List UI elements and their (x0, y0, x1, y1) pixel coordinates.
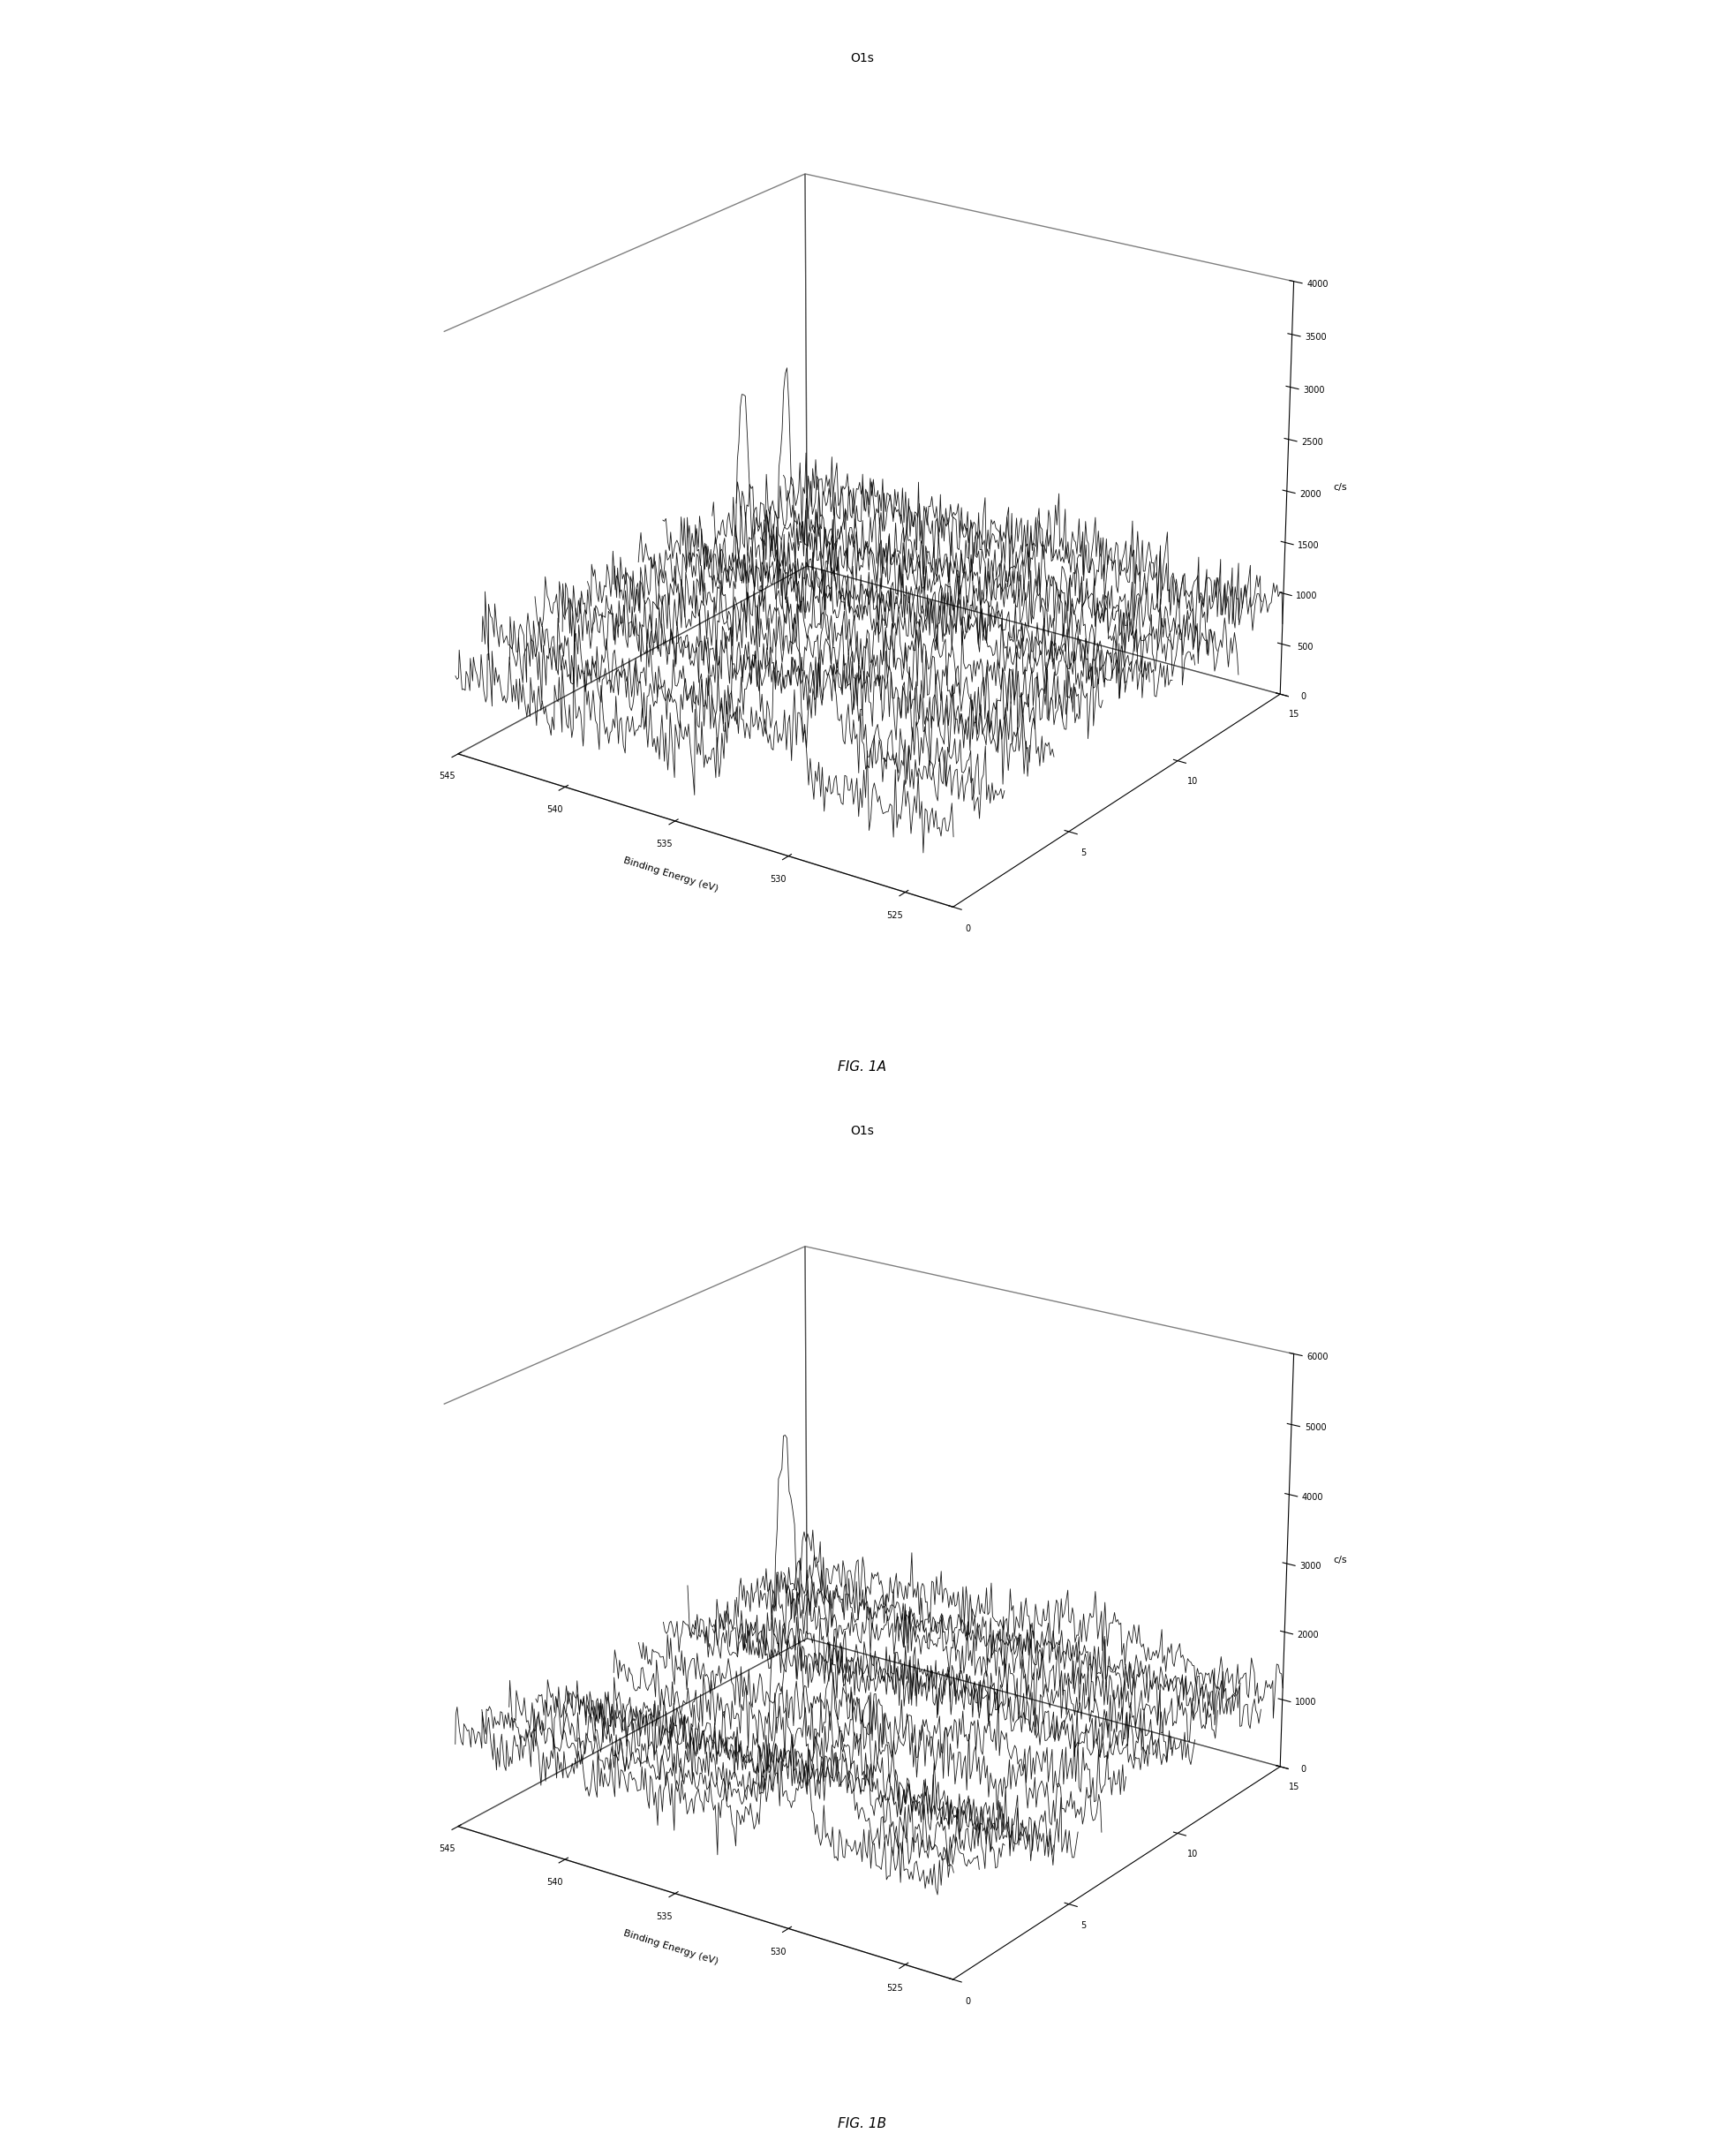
X-axis label: Binding Energy (eV): Binding Energy (eV) (622, 1927, 719, 1966)
Title: O1s: O1s (850, 1125, 874, 1136)
Text: FIG. 1B: FIG. 1B (838, 2117, 886, 2130)
Text: FIG. 1A: FIG. 1A (838, 1061, 886, 1074)
Title: O1s: O1s (850, 52, 874, 65)
X-axis label: Binding Energy (eV): Binding Energy (eV) (622, 856, 719, 893)
